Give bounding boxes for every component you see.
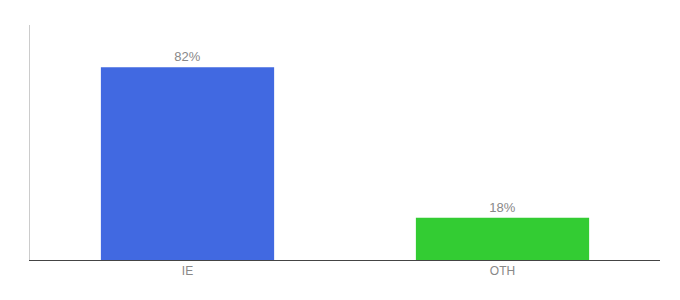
svg-text:OTH: OTH [490,264,515,278]
svg-text:IE: IE [182,264,193,278]
svg-text:18%: 18% [489,200,515,215]
svg-text:82%: 82% [174,49,200,64]
